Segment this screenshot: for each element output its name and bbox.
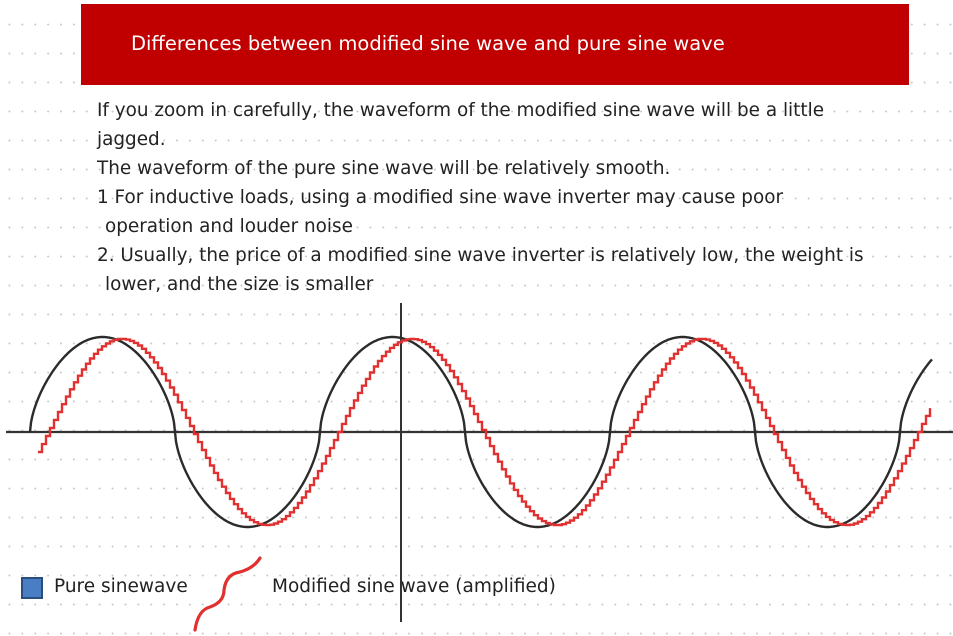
description-line: 2. Usually, the price of a modified sine… — [97, 245, 864, 266]
description-line: operation and louder noise — [105, 216, 353, 237]
description-line: lower, and the size is smaller — [105, 274, 374, 295]
pure-sinewave-legend-label: Pure sinewave — [54, 576, 188, 597]
title-banner: Differences between modified sine wave a… — [81, 4, 909, 85]
description-line: If you zoom in carefully, the waveform o… — [97, 100, 825, 121]
pure-sinewave-legend-swatch — [21, 577, 43, 599]
pure-sine-wave — [28, 335, 933, 529]
modified-wave-legend-icon — [193, 556, 262, 632]
description-line: The waveform of the pure sine wave will … — [97, 158, 671, 179]
description-line: jagged. — [97, 129, 166, 150]
page-title: Differences between modified sine wave a… — [131, 32, 725, 55]
modified-sine-wave — [38, 337, 932, 527]
description-line: 1 For inductive loads, using a modified … — [97, 187, 784, 208]
modified-sinewave-legend-label: Modified sine wave (amplified) — [272, 576, 556, 597]
description-text: If you zoom in carefully, the waveform o… — [97, 96, 927, 299]
